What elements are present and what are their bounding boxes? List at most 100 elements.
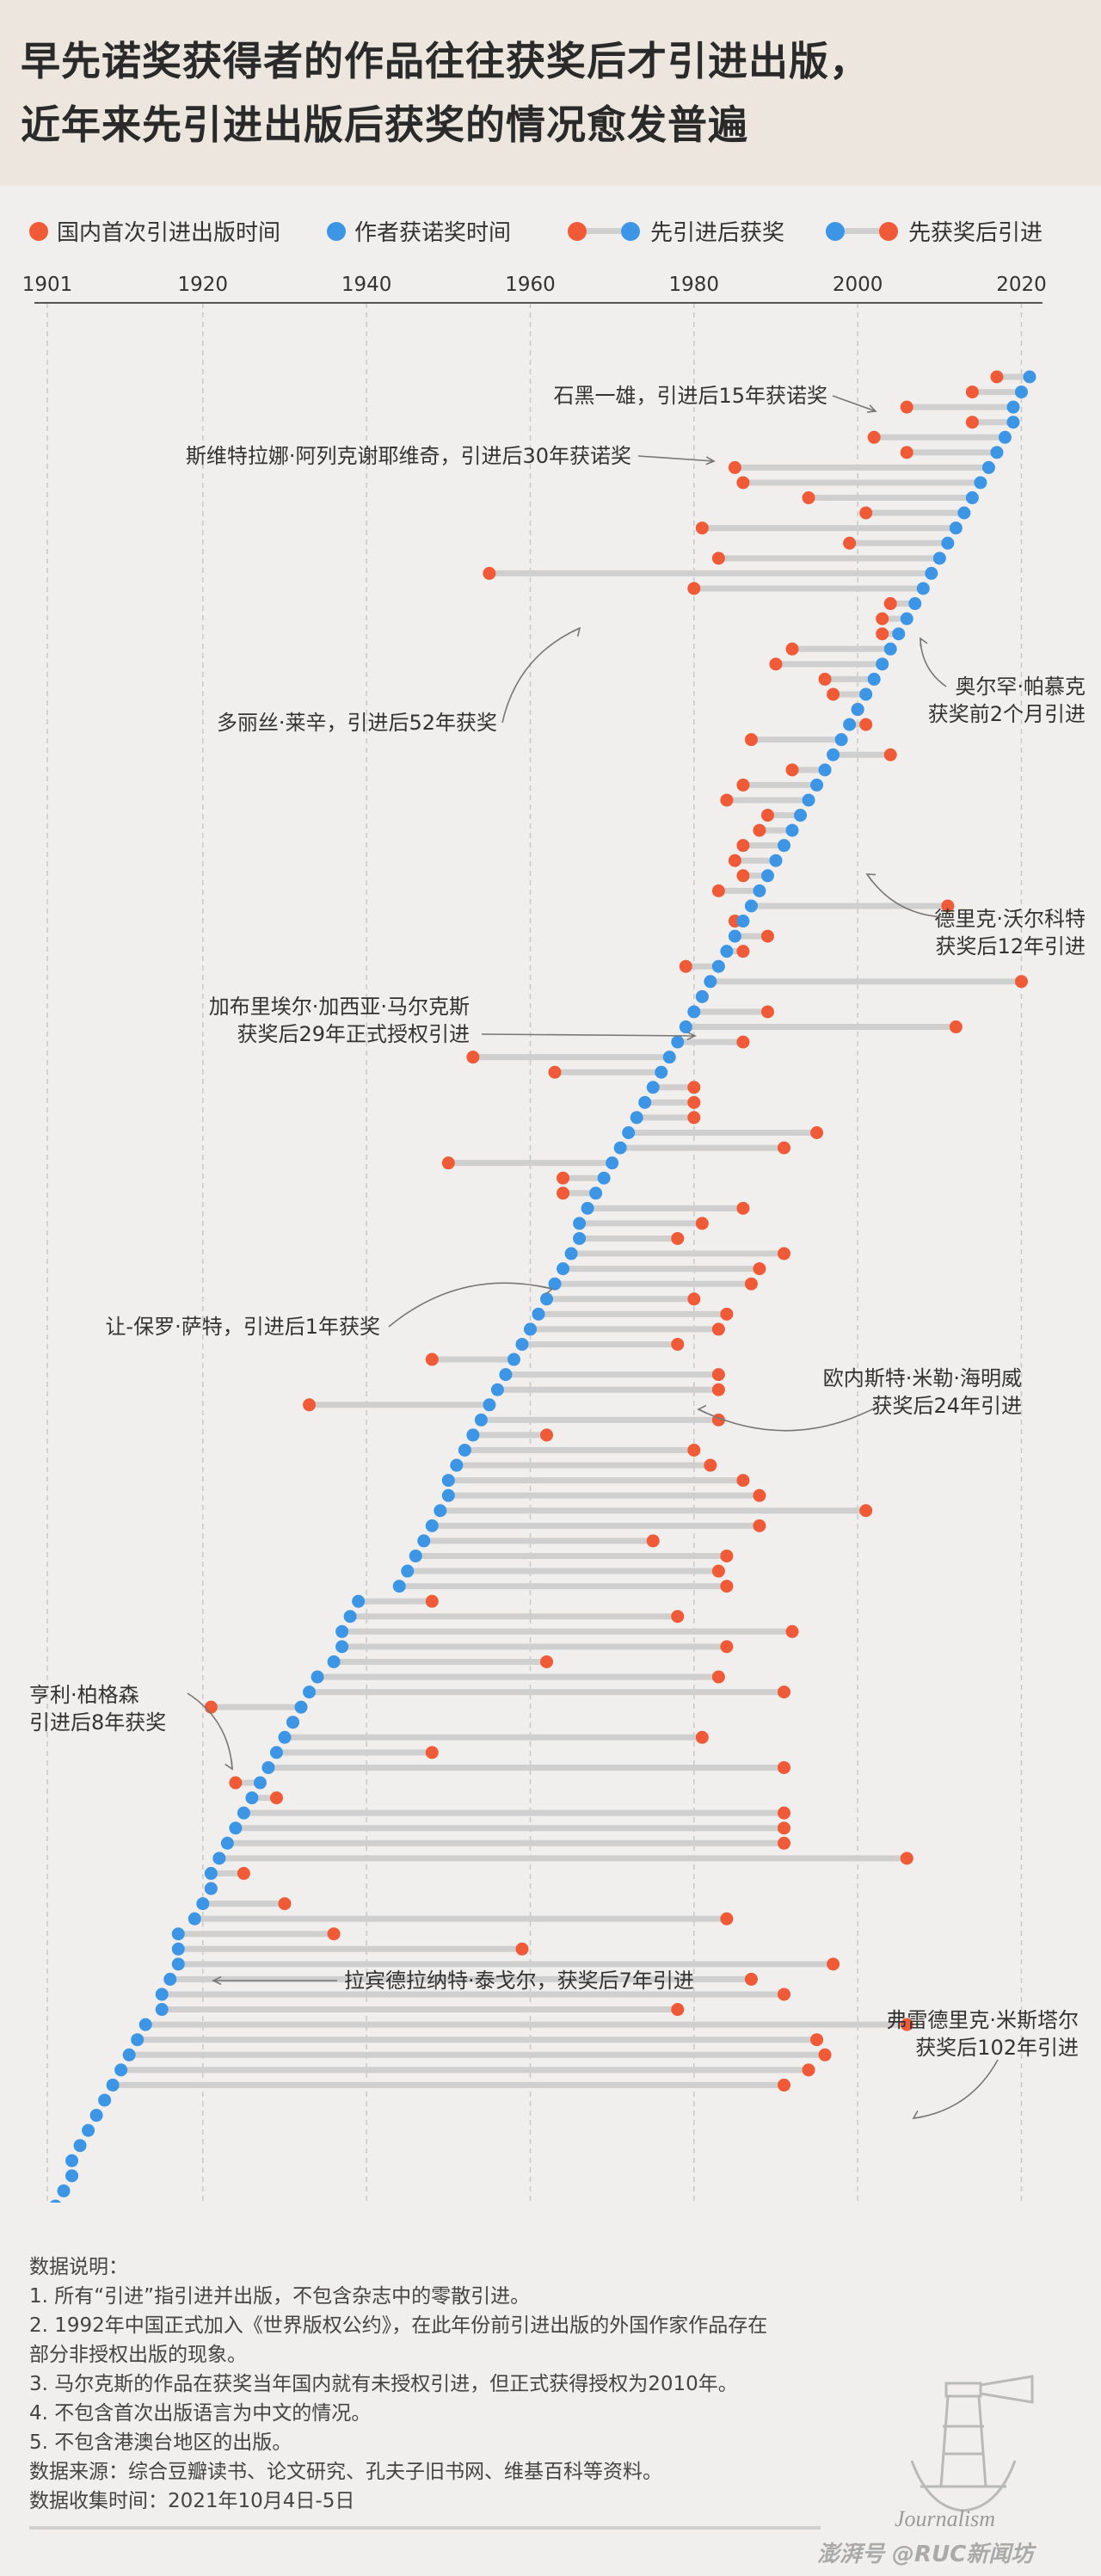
award-point	[490, 1383, 504, 1396]
award-point	[892, 627, 906, 641]
award-point	[163, 1972, 177, 1986]
award-first-line-icon	[845, 228, 879, 234]
award-point	[867, 672, 881, 686]
award-point	[229, 1821, 243, 1835]
award-point	[916, 582, 930, 595]
header-banner: 早先诺奖获得者的作品往往获奖后才引进出版， 近年来先引进出版后获奖的情况愈发普遍	[0, 0, 1101, 186]
annotation-label: 获奖后102年引进	[915, 2036, 1079, 2060]
award-point	[925, 566, 938, 580]
award-point	[335, 1640, 349, 1654]
intro-point	[778, 2078, 790, 2092]
intro-point	[687, 1292, 701, 1306]
award-point	[646, 1081, 660, 1094]
award-point	[810, 778, 824, 792]
intro-point	[466, 1051, 480, 1064]
award-point	[507, 1353, 520, 1366]
award-dot-icon	[327, 221, 346, 241]
intro-point	[728, 460, 741, 474]
award-point	[131, 2033, 145, 2047]
annotation-label: 拉宾德拉纳特·泰戈尔，获奖后7年引进	[344, 1969, 694, 1993]
award-point	[441, 1488, 455, 1502]
domestic-dot-icon	[29, 221, 48, 241]
award-point	[294, 1700, 308, 1714]
award-point	[114, 2063, 128, 2077]
annotation-label: 获奖后12年引进	[935, 934, 1086, 958]
legend-domestic: 国内首次引进出版时间	[29, 215, 280, 247]
intro-point	[646, 1534, 660, 1548]
award-point	[65, 2169, 79, 2183]
legend-domestic-label: 国内首次引进出版时间	[57, 220, 281, 246]
award-point	[466, 1428, 480, 1442]
award-point	[760, 869, 774, 883]
x-tick-label: 1980	[669, 274, 720, 296]
annotation-arrowhead	[686, 1031, 697, 1041]
award-point	[458, 1443, 471, 1457]
intro-first-end-icon	[621, 221, 640, 241]
award-point	[843, 718, 857, 731]
intro-point	[425, 1594, 439, 1608]
annotation-arrowhead	[571, 626, 581, 637]
award-point	[188, 1912, 201, 1926]
award-point	[1014, 385, 1028, 399]
award-point	[286, 1716, 299, 1729]
award-point	[89, 2109, 103, 2123]
award-point	[532, 1307, 545, 1321]
award-point	[548, 1277, 562, 1291]
award-point	[82, 2123, 95, 2137]
x-tick-label: 2020	[996, 274, 1047, 296]
intro-point	[965, 385, 979, 399]
award-point	[744, 899, 758, 913]
award-point	[237, 1806, 250, 1820]
title-line-1: 早先诺奖获得者的作品往往获奖后才引进出版，	[21, 38, 870, 84]
award-point	[327, 1655, 341, 1668]
intro-point	[327, 1927, 341, 1941]
intro-point	[990, 370, 1004, 384]
intro-point	[778, 1141, 790, 1155]
award-point	[859, 687, 873, 701]
intro-point	[483, 566, 496, 580]
intro-point	[687, 1443, 701, 1457]
award-point	[581, 1201, 594, 1215]
intro-point	[695, 1730, 709, 1744]
award-point	[523, 1322, 537, 1336]
intro-point	[687, 1111, 701, 1125]
annotation-label: 亨利·柏格森	[29, 1683, 139, 1707]
annotation-arrow	[866, 873, 945, 918]
intro-point	[876, 627, 889, 641]
intro-point	[720, 1549, 734, 1562]
award-point	[802, 793, 815, 807]
annotation-arrow	[913, 2059, 999, 2119]
intro-point	[711, 1383, 725, 1396]
intro-point	[900, 400, 913, 414]
award-point	[417, 1534, 431, 1548]
intro-point	[760, 1005, 774, 1019]
intro-point	[540, 1655, 554, 1668]
x-tick-label: 1920	[178, 274, 229, 296]
intro-point	[827, 1957, 840, 1971]
intro-point	[760, 809, 774, 823]
intro-point	[303, 1398, 317, 1412]
award-point	[769, 854, 783, 867]
award-point	[1006, 400, 1020, 414]
annotation-arrowhead	[544, 1286, 554, 1295]
intro-point	[736, 778, 750, 792]
award-point	[335, 1624, 349, 1638]
award-point	[981, 460, 995, 474]
annotation-label: 石黑一雄，引进后15年获诺奖	[553, 384, 827, 408]
award-point	[728, 929, 741, 943]
award-point	[949, 521, 963, 535]
award-point	[50, 2199, 61, 2203]
intro-point	[900, 1852, 913, 1865]
intro-point	[736, 869, 750, 883]
intro-point	[1014, 975, 1028, 989]
intro-point	[557, 1186, 570, 1200]
legend-intro-first: 先引进后获奖	[568, 215, 784, 247]
award-point	[573, 1217, 587, 1230]
intro-point	[687, 1081, 701, 1094]
intro-point	[269, 1791, 283, 1805]
intro-point	[671, 2003, 685, 2017]
intro-point	[778, 1806, 790, 1820]
intro-point	[736, 476, 750, 490]
intro-point	[859, 718, 873, 731]
intro-point	[711, 552, 725, 565]
